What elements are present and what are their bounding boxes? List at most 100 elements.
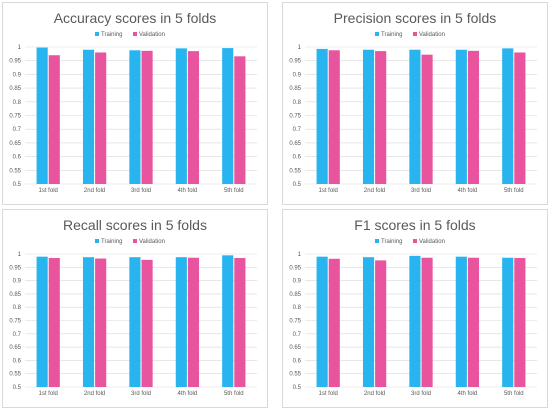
legend-label-training: Training [381, 32, 402, 38]
y-tick-label: 0.85 [9, 86, 21, 92]
bar-validation-3 [141, 259, 153, 387]
bar-training-5 [222, 48, 234, 184]
bar-training-4 [455, 49, 467, 184]
y-tick-label: 0.75 [9, 114, 21, 120]
bar-validation-4 [467, 257, 480, 387]
x-tick-label: 3rd fold [411, 391, 431, 397]
legend-swatch-training [375, 239, 379, 243]
bar-validation-4 [187, 257, 200, 387]
x-tick-label: 4th fold [178, 391, 198, 397]
bar-validation-3 [421, 257, 433, 387]
accuracy-chart-title: Accuracy scores in 5 folds [54, 10, 217, 26]
y-tick-label: 0.8 [13, 305, 22, 311]
bar-training-5 [502, 257, 514, 387]
bar-validation-2 [375, 260, 387, 387]
f1-chart: F1 scores in 5 folds Training Validation 0.… [289, 217, 537, 397]
y-tick-label: 0.6 [293, 155, 302, 161]
y-tick-label: 0.7 [293, 332, 302, 338]
bar-training-4 [455, 256, 467, 387]
bar-training-4 [175, 48, 187, 185]
y-tick-label: 0.9 [13, 72, 22, 78]
x-tick-label: 1st fold [39, 188, 58, 194]
y-tick-label: 0.5 [13, 385, 22, 391]
x-tick-label: 5th fold [224, 188, 244, 194]
y-tick-label: 0.5 [293, 182, 302, 188]
bar-training-1 [316, 48, 328, 184]
y-tick-label: 0.65 [9, 141, 21, 147]
bar-validation-4 [467, 50, 480, 184]
accuracy-chart-panel: Accuracy scores in 5 folds Training Valida… [2, 2, 268, 205]
y-tick-label: 0.8 [293, 305, 302, 311]
y-tick-label: 0.85 [9, 292, 21, 298]
bar-validation-1 [328, 258, 340, 387]
y-tick-label: 0.55 [9, 168, 21, 174]
legend-swatch-validation [413, 32, 417, 36]
x-tick-label: 2nd fold [364, 188, 385, 194]
bar-validation-1 [48, 55, 60, 184]
y-tick-label: 0.9 [293, 279, 302, 285]
x-tick-label: 2nd fold [84, 391, 105, 397]
f1-chart-panel: F1 scores in 5 folds Training Validation 0.… [282, 209, 548, 408]
x-tick-label: 5th fold [504, 188, 524, 194]
y-tick-label: 1 [298, 45, 302, 51]
bar-training-2 [82, 257, 95, 387]
y-tick-label: 0.7 [293, 127, 302, 133]
y-tick-label: 0.65 [9, 345, 21, 351]
y-tick-label: 0.85 [289, 86, 301, 92]
bar-validation-5 [514, 52, 526, 185]
recall-chart-panel: Recall scores in 5 folds Training Validati… [2, 209, 268, 408]
x-tick-label: 3rd fold [411, 188, 431, 194]
x-tick-label: 1st fold [39, 391, 58, 397]
bar-training-2 [362, 49, 375, 184]
y-tick-label: 0.5 [293, 385, 302, 391]
x-tick-label: 1st fold [319, 391, 338, 397]
y-tick-label: 1 [18, 45, 22, 51]
x-tick-label: 1st fold [319, 188, 338, 194]
legend-swatch-validation [133, 32, 137, 36]
y-tick-label: 0.8 [13, 100, 22, 106]
x-tick-label: 5th fold [224, 391, 244, 397]
legend-label-training: Training [101, 239, 122, 245]
legend-swatch-validation [133, 239, 137, 243]
y-tick-label: 0.9 [13, 279, 22, 285]
bar-validation-4 [187, 51, 200, 184]
x-tick-label: 2nd fold [84, 188, 105, 194]
bar-validation-3 [141, 50, 153, 184]
bar-training-1 [316, 256, 328, 387]
y-tick-label: 0.6 [13, 155, 22, 161]
y-tick-label: 0.65 [289, 345, 301, 351]
y-tick-label: 0.75 [289, 114, 301, 120]
y-tick-label: 0.6 [293, 358, 302, 364]
x-tick-label: 4th fold [458, 391, 478, 397]
y-tick-label: 0.55 [289, 168, 301, 174]
y-tick-label: 0.5 [13, 182, 22, 188]
x-tick-label: 3rd fold [131, 391, 151, 397]
y-tick-label: 0.75 [9, 319, 21, 325]
legend-label-validation: Validation [139, 239, 165, 245]
bar-training-2 [362, 257, 375, 387]
bar-validation-1 [48, 257, 60, 387]
accuracy-chart: Accuracy scores in 5 folds Training Valida… [9, 10, 257, 194]
y-tick-label: 0.9 [293, 72, 302, 78]
bar-validation-2 [95, 258, 107, 387]
y-tick-label: 0.95 [9, 59, 21, 65]
y-tick-label: 0.7 [13, 332, 22, 338]
x-tick-label: 2nd fold [364, 391, 385, 397]
legend-swatch-validation [413, 239, 417, 243]
bar-training-3 [409, 255, 421, 387]
legend-label-validation: Validation [419, 32, 445, 38]
legend-label-validation: Validation [139, 32, 165, 38]
bar-validation-5 [234, 56, 246, 184]
x-tick-label: 4th fold [178, 188, 198, 194]
precision-chart-title: Precision scores in 5 folds [334, 10, 497, 26]
x-tick-label: 4th fold [458, 188, 478, 194]
y-tick-label: 0.95 [289, 59, 301, 65]
bar-training-5 [502, 48, 514, 185]
y-tick-label: 0.95 [9, 265, 21, 271]
y-tick-label: 1 [298, 252, 302, 258]
recall-chart-title: Recall scores in 5 folds [63, 217, 207, 233]
legend-swatch-training [95, 239, 99, 243]
bar-training-2 [82, 49, 95, 184]
bar-validation-5 [514, 257, 526, 387]
y-tick-label: 0.8 [293, 100, 302, 106]
